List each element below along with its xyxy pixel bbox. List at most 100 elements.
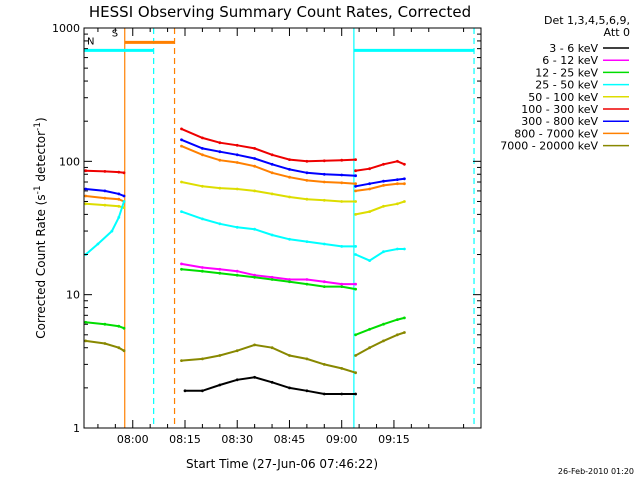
data-point: [305, 240, 309, 244]
data-point: [368, 187, 371, 191]
series-line: [85, 169, 125, 174]
data-point: [235, 349, 239, 353]
data-point: [305, 197, 309, 201]
data-point: [84, 339, 88, 343]
data-point: [253, 273, 256, 277]
data-point: [382, 204, 385, 208]
data-point: [340, 158, 344, 162]
legend-header-line-1: Det 1,3,4,5,6,9,: [544, 14, 630, 27]
data-point: [103, 189, 107, 193]
series-line: [181, 262, 356, 286]
series-line: [181, 145, 356, 185]
data-point: [396, 202, 399, 206]
data-point: [288, 354, 291, 357]
series-line: [85, 201, 125, 256]
data-point: [305, 389, 309, 393]
flag-label: S: [112, 28, 118, 39]
data-point: [322, 198, 326, 202]
legend-entry-label: 3 - 6 keV: [549, 42, 598, 55]
data-point: [288, 278, 291, 281]
data-point: [117, 170, 121, 174]
data-point: [180, 267, 183, 271]
data-point: [270, 346, 274, 350]
data-point: [382, 322, 385, 326]
series-300-800-keV: [84, 138, 406, 198]
data-point: [368, 259, 371, 262]
data-point: [235, 378, 239, 382]
series-line: [85, 339, 125, 352]
data-point: [403, 182, 406, 186]
series-3-6-keV: [183, 375, 357, 396]
data-point: [340, 367, 344, 370]
data-point: [340, 392, 344, 396]
time-markers: [124, 28, 475, 428]
data-point: [354, 213, 357, 216]
data-point: [288, 158, 291, 162]
data-point: [305, 282, 309, 286]
data-point: [180, 359, 183, 362]
legend-entry-label: 12 - 25 keV: [535, 66, 598, 79]
data-point: [235, 187, 239, 191]
plot-series: [84, 127, 406, 396]
data-point: [322, 363, 326, 366]
data-point: [354, 333, 357, 337]
y-axis-label: Corrected Count Rate (s-1 detector-1): [33, 117, 48, 338]
data-point: [403, 331, 406, 334]
series-line: [355, 248, 405, 262]
flag-label: N: [87, 36, 94, 47]
data-point: [305, 357, 309, 361]
data-point: [396, 247, 399, 251]
data-point: [180, 180, 183, 184]
data-point: [218, 354, 222, 357]
data-point: [218, 141, 222, 145]
data-point: [117, 204, 121, 208]
data-point: [122, 200, 126, 203]
data-point: [288, 386, 291, 390]
data-point: [180, 144, 183, 148]
data-point: [270, 153, 274, 157]
data-point: [396, 159, 399, 163]
data-point: [270, 275, 274, 279]
data-point: [354, 169, 357, 173]
data-point: [354, 282, 357, 286]
data-point: [84, 169, 88, 173]
data-point: [235, 269, 239, 273]
data-point: [288, 168, 291, 171]
data-point: [288, 280, 291, 284]
data-point: [396, 178, 399, 182]
data-point: [253, 375, 256, 379]
data-point: [103, 342, 107, 345]
data-point: [218, 158, 222, 162]
data-point: [368, 182, 371, 186]
data-point: [103, 196, 107, 200]
data-point: [103, 322, 107, 326]
data-point: [322, 172, 326, 176]
series-line: [181, 138, 356, 177]
data-point: [180, 138, 183, 142]
legend-entry-label: 800 - 7000 keV: [514, 127, 598, 140]
series-6-12-keV: [180, 262, 357, 286]
data-point: [288, 195, 291, 199]
series-line: [85, 195, 125, 203]
data-point: [322, 285, 326, 288]
series-line: [355, 160, 405, 172]
data-point: [354, 253, 357, 256]
data-point: [340, 200, 344, 203]
legend-entry-label: 6 - 12 keV: [542, 54, 598, 67]
data-point: [305, 159, 309, 163]
data-point: [122, 194, 126, 198]
data-point: [122, 171, 126, 175]
data-point: [253, 343, 256, 347]
data-point: [117, 346, 121, 350]
data-point: [322, 159, 326, 163]
data-point: [180, 127, 183, 131]
series-line: [185, 376, 356, 395]
data-point: [305, 278, 309, 281]
x-tick-label: 08:15: [169, 433, 201, 446]
data-point: [235, 225, 239, 229]
data-point: [305, 179, 309, 182]
series-line: [85, 321, 125, 330]
data-point: [235, 161, 239, 164]
data-point: [382, 339, 385, 343]
attenuator-flags: SN: [84, 28, 475, 52]
